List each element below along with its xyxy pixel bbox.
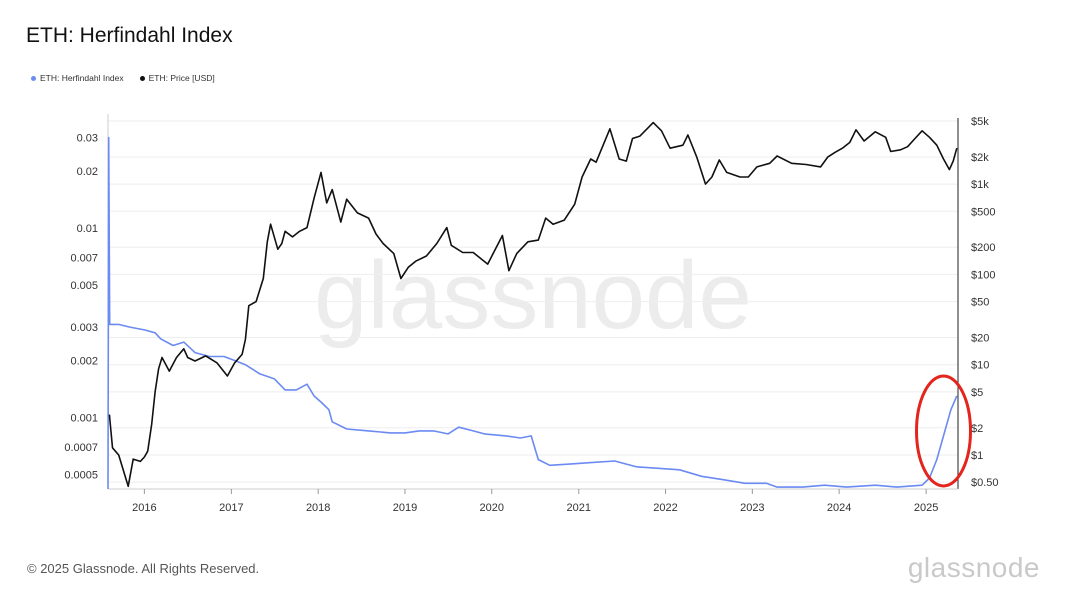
copyright-footer: © 2025 Glassnode. All Rights Reserved. xyxy=(27,561,260,576)
x-tick-label: 2019 xyxy=(393,502,417,514)
x-tick-label: 2021 xyxy=(567,502,591,514)
x-tick-label: 2020 xyxy=(480,502,504,514)
x-tick-label: 2024 xyxy=(827,502,851,514)
y-left-tick-label: 0.003 xyxy=(70,322,98,334)
y-right-tick-label: $20 xyxy=(971,333,989,345)
y-right-tick-label: $200 xyxy=(971,242,995,254)
y-left-tick-label: 0.02 xyxy=(77,166,98,178)
x-tick-label: 2022 xyxy=(653,502,677,514)
y-right-tick-label: $50 xyxy=(971,297,989,309)
legend: ETH: Herfindahl Index ETH: Price [USD] xyxy=(31,73,215,83)
y-left-tick-label: 0.03 xyxy=(77,132,98,144)
y-left-tick-label: 0.005 xyxy=(70,280,98,292)
y-right-tick-label: $5 xyxy=(971,387,983,399)
legend-marker-price xyxy=(139,75,145,81)
x-tick-label: 2023 xyxy=(740,502,764,514)
y-right-tick-label: $100 xyxy=(971,269,995,281)
x-tick-label: 2016 xyxy=(132,502,156,514)
y-left-tick-label: 0.0007 xyxy=(64,442,98,454)
brand-logo: glassnode xyxy=(907,552,1040,583)
y-right-tick-label: $10 xyxy=(971,360,989,372)
series-line-herfindahl-index xyxy=(107,136,958,490)
y-right-tick-label: $500 xyxy=(971,206,995,218)
legend-item-price[interactable]: ETH: Price [USD] xyxy=(139,73,215,83)
legend-label-herfindahl: ETH: Herfindahl Index xyxy=(40,73,124,83)
y-right-tick-label: $2 xyxy=(971,423,983,435)
legend-label-price: ETH: Price [USD] xyxy=(148,73,215,83)
chart-title: ETH: Herfindahl Index xyxy=(26,24,233,47)
watermark-text: glassnode xyxy=(314,242,752,349)
y-right-tick-label: $1 xyxy=(971,450,983,462)
y-left-tick-label: 0.0005 xyxy=(64,470,98,482)
highlight-ellipse xyxy=(914,374,972,488)
y-left-tick-label: 0.007 xyxy=(70,252,98,264)
y-right-tick-label: $2k xyxy=(971,152,989,164)
y-left-tick-label: 0.01 xyxy=(77,223,98,235)
legend-marker-herfindahl xyxy=(31,75,36,81)
legend-item-herfindahl[interactable]: ETH: Herfindahl Index xyxy=(31,73,124,83)
x-tick-label: 2017 xyxy=(219,502,243,514)
y-right-tick-label: $5k xyxy=(971,116,989,128)
y-left-tick-label: 0.002 xyxy=(70,355,98,367)
y-left-tick-label: 0.001 xyxy=(70,413,98,425)
x-tick-label: 2025 xyxy=(914,502,938,514)
series-line-eth-price xyxy=(108,121,958,488)
x-tick-label: 2018 xyxy=(306,502,330,514)
y-right-tick-label: $1k xyxy=(971,179,989,191)
y-right-tick-label: $0.50 xyxy=(971,477,999,489)
